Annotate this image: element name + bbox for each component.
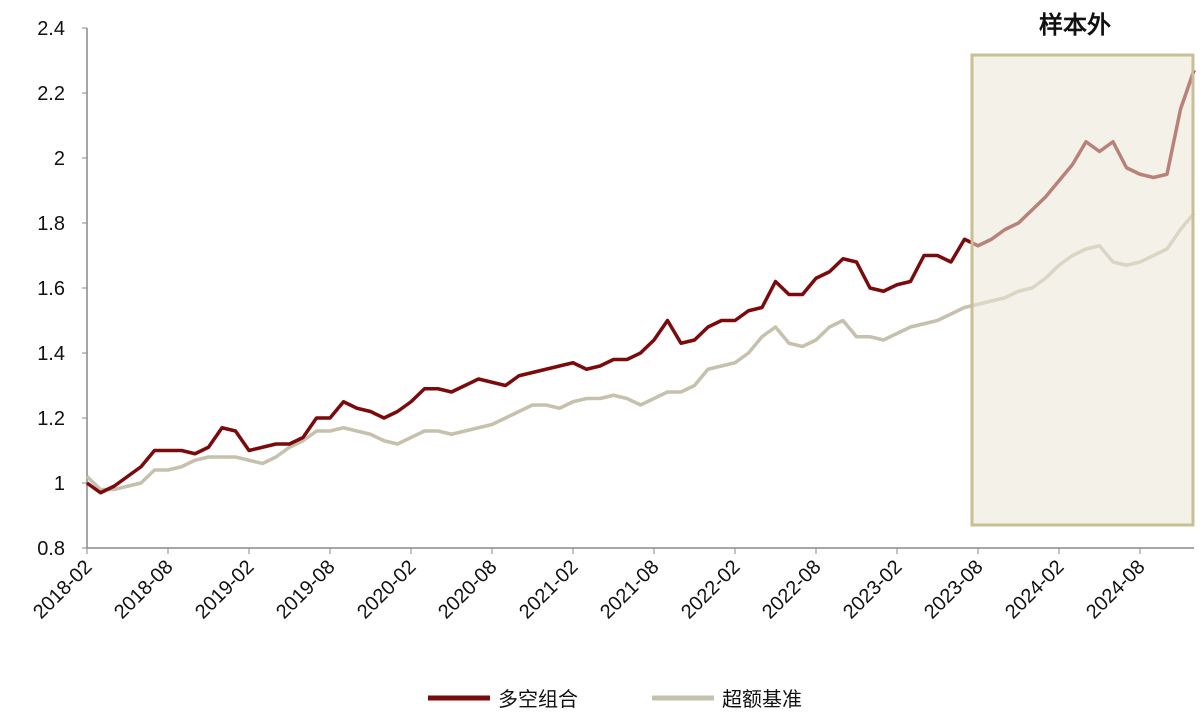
y-tick-label: 2.2 — [37, 83, 65, 105]
y-tick-label: 1 — [54, 473, 65, 495]
x-tick-label: 2024-02 — [1001, 556, 1068, 623]
y-tick-label: 0.8 — [37, 538, 65, 560]
y-tick-label: 2.4 — [37, 18, 65, 40]
y-tick-label: 2 — [54, 148, 65, 170]
x-tick-label: 2020-02 — [353, 556, 420, 623]
annotation: 样本外 — [1039, 11, 1111, 39]
x-tick-label: 2024-08 — [1082, 556, 1149, 623]
x-tick-label: 2023-02 — [839, 556, 906, 623]
x-tick-label: 2022-02 — [677, 556, 744, 623]
x-tick-label: 2020-08 — [434, 556, 501, 623]
legend-label: 多空组合 — [498, 688, 578, 711]
x-tick-label: 2021-02 — [515, 556, 582, 623]
y-tick-label: 1.8 — [37, 213, 65, 235]
x-tick-label: 2022-08 — [758, 556, 825, 623]
out-of-sample-box — [970, 53, 1195, 527]
x-tick-label: 2019-02 — [191, 556, 258, 623]
x-tick-label: 2018-02 — [29, 556, 96, 623]
y-tick-label: 1.2 — [37, 408, 65, 430]
x-tick-label: 2018-08 — [110, 556, 177, 623]
x-tick-label: 2019-08 — [272, 556, 339, 623]
x-tick-label: 2023-08 — [920, 556, 987, 623]
y-tick-label: 1.6 — [37, 278, 65, 300]
legend-label: 超额基准 — [722, 688, 802, 711]
y-tick-label: 1.4 — [37, 343, 65, 365]
x-tick-label: 2021-08 — [596, 556, 663, 623]
